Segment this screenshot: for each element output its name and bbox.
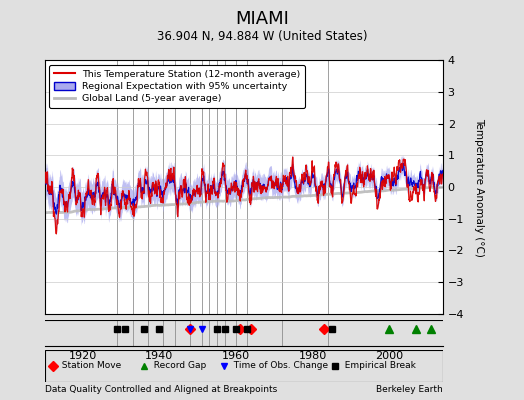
Legend: This Temperature Station (12-month average), Regional Expectation with 95% uncer: This Temperature Station (12-month avera… — [49, 65, 305, 108]
Text: Station Move: Station Move — [57, 362, 122, 370]
Text: MIAMI: MIAMI — [235, 10, 289, 28]
Text: Record Gap: Record Gap — [148, 362, 206, 370]
Text: Time of Obs. Change: Time of Obs. Change — [228, 362, 328, 370]
Text: Berkeley Earth: Berkeley Earth — [376, 385, 443, 394]
Text: Data Quality Controlled and Aligned at Breakpoints: Data Quality Controlled and Aligned at B… — [45, 385, 277, 394]
Y-axis label: Temperature Anomaly (°C): Temperature Anomaly (°C) — [474, 118, 484, 256]
Text: 36.904 N, 94.884 W (United States): 36.904 N, 94.884 W (United States) — [157, 30, 367, 43]
Text: Empirical Break: Empirical Break — [339, 362, 416, 370]
